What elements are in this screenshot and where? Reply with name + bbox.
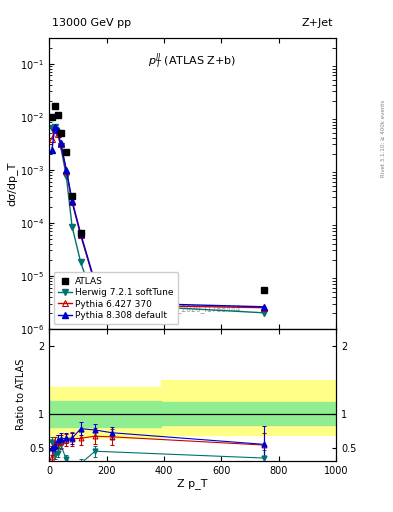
ATLAS	[93, 283, 97, 289]
Herwig 7.2.1 softTune	[78, 259, 83, 265]
Pythia 8.308 default	[93, 280, 97, 286]
Pythia 6.427 370	[93, 281, 97, 287]
Herwig 7.2.1 softTune	[50, 125, 54, 132]
Line: Pythia 6.427 370: Pythia 6.427 370	[49, 126, 267, 310]
Pythia 8.308 default	[55, 127, 60, 134]
Herwig 7.2.1 softTune	[64, 173, 69, 179]
Pythia 6.427 370	[50, 136, 54, 142]
Pythia 8.308 default	[50, 146, 54, 153]
X-axis label: Z p_T: Z p_T	[177, 478, 208, 489]
ATLAS	[53, 103, 57, 109]
ATLAS	[58, 130, 63, 136]
ATLAS	[64, 148, 69, 155]
ATLAS	[70, 193, 74, 199]
Pythia 6.427 370	[55, 131, 60, 137]
Y-axis label: dσ/dp_T: dσ/dp_T	[6, 161, 17, 206]
Line: ATLAS: ATLAS	[49, 103, 267, 293]
Pythia 8.308 default	[262, 304, 267, 310]
Y-axis label: Ratio to ATLAS: Ratio to ATLAS	[16, 359, 26, 431]
Pythia 6.427 370	[64, 168, 69, 174]
Herwig 7.2.1 softTune	[53, 123, 57, 130]
Line: Pythia 8.308 default: Pythia 8.308 default	[49, 124, 267, 310]
Text: ATLAS_2020_I1788444: ATLAS_2020_I1788444	[155, 304, 242, 313]
Pythia 6.427 370	[78, 232, 83, 239]
Text: Rivet 3.1.10; ≥ 400k events: Rivet 3.1.10; ≥ 400k events	[381, 100, 386, 177]
Pythia 8.308 default	[53, 123, 57, 130]
Text: 13000 GeV pp: 13000 GeV pp	[52, 18, 131, 28]
Herwig 7.2.1 softTune	[262, 310, 267, 316]
Pythia 8.308 default	[78, 231, 83, 237]
Herwig 7.2.1 softTune	[55, 131, 60, 137]
Pythia 8.308 default	[70, 198, 74, 204]
Line: Herwig 7.2.1 softTune: Herwig 7.2.1 softTune	[49, 124, 267, 315]
Pythia 6.427 370	[110, 302, 115, 308]
Text: Z+Jet: Z+Jet	[302, 18, 333, 28]
Herwig 7.2.1 softTune	[70, 223, 74, 229]
ATLAS	[262, 287, 267, 293]
Pythia 8.308 default	[110, 300, 115, 306]
Legend: ATLAS, Herwig 7.2.1 softTune, Pythia 6.427 370, Pythia 8.308 default: ATLAS, Herwig 7.2.1 softTune, Pythia 6.4…	[53, 272, 178, 324]
Text: $p_T^{ll}$ (ATLAS Z+b): $p_T^{ll}$ (ATLAS Z+b)	[149, 52, 237, 71]
Pythia 6.427 370	[53, 126, 57, 132]
Pythia 6.427 370	[58, 141, 63, 147]
ATLAS	[50, 114, 54, 120]
ATLAS	[55, 112, 60, 118]
ATLAS	[78, 229, 83, 236]
Pythia 6.427 370	[262, 305, 267, 311]
Pythia 8.308 default	[58, 140, 63, 146]
Pythia 6.427 370	[70, 199, 74, 205]
Pythia 8.308 default	[64, 167, 69, 173]
Herwig 7.2.1 softTune	[93, 301, 97, 307]
Herwig 7.2.1 softTune	[58, 143, 63, 149]
